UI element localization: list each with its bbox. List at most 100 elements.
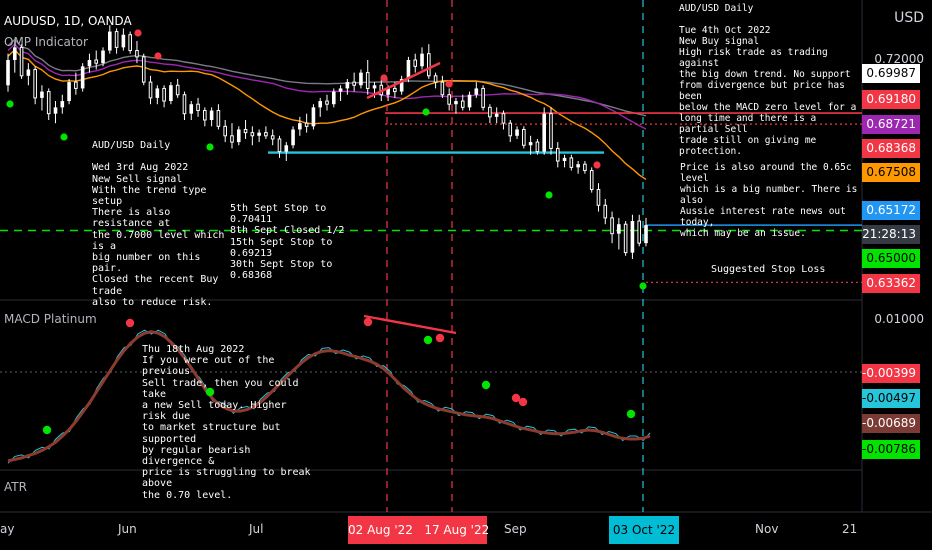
- price-label: 0.69180: [862, 90, 920, 109]
- candle-body-down: [216, 110, 221, 127]
- candle-body-up: [454, 101, 458, 105]
- price-label: 0.63362: [862, 274, 920, 293]
- candle-body-down: [141, 56, 146, 83]
- candle-body-down: [569, 157, 574, 168]
- candle-body-up: [257, 132, 261, 136]
- price-label: 0.65000: [862, 249, 920, 268]
- candle-body-up: [298, 123, 302, 130]
- candle-body-down: [508, 122, 513, 137]
- candle-body-down: [196, 103, 200, 112]
- x-label-may: ay: [0, 522, 15, 536]
- x-label-sep: Sep: [504, 522, 527, 536]
- candle-body-down: [325, 100, 329, 105]
- annotation-aug18-signal: Thu 18th Aug 2022 If you were out of the…: [142, 344, 311, 501]
- candle-body-up: [467, 94, 472, 108]
- candle-body-up: [169, 85, 173, 102]
- candle-body-up: [318, 101, 323, 108]
- candle-body-up: [108, 31, 112, 51]
- signal-dot: [154, 52, 162, 60]
- candle-body-down: [603, 204, 608, 219]
- candle-body-up: [6, 60, 10, 86]
- macd-signal-dot: [423, 335, 433, 345]
- candle-body-down: [413, 59, 418, 67]
- axis-tick-macd: 0.01000: [874, 312, 924, 326]
- candle-body-down: [277, 138, 282, 153]
- candle-body-down: [596, 188, 601, 206]
- candle-body-down: [447, 94, 451, 105]
- x-highlight-oct: 03 Oct '22: [609, 516, 679, 544]
- candle-body-down: [128, 34, 132, 52]
- candle-body-down: [440, 81, 445, 96]
- candle-body-down: [250, 132, 255, 137]
- macd-signal-dot: [363, 317, 373, 327]
- macd-signal-dot: [511, 393, 521, 403]
- candle-body-down: [365, 72, 370, 89]
- x-label-jul: Jul: [249, 522, 264, 536]
- candle-body-down: [501, 113, 506, 124]
- candle-body-up: [12, 47, 17, 60]
- signal-dot: [134, 29, 142, 37]
- candle-body-up: [576, 164, 580, 168]
- candle-body-down: [522, 128, 526, 146]
- annotation-aug3-signal: AUD/USD Daily Wed 3rd Aug 2022 New Sell …: [92, 140, 225, 308]
- candle-body-up: [101, 50, 105, 64]
- signal-dot: [445, 80, 453, 88]
- candle-body-up: [542, 113, 546, 152]
- candle-body-down: [433, 75, 438, 83]
- candle-body-down: [535, 141, 540, 153]
- candle-body-up: [399, 78, 404, 92]
- candle-body-up: [121, 34, 126, 48]
- price-label: 0.68721: [862, 115, 920, 134]
- candle-body-up: [311, 107, 316, 127]
- candle-body-up: [26, 69, 31, 76]
- candle-body-up: [617, 224, 621, 234]
- indicator-name: OMP Indicator: [4, 35, 88, 49]
- candle-body-down: [610, 217, 614, 235]
- signal-dot: [6, 100, 14, 108]
- candle-body-up: [644, 225, 648, 244]
- candle-body-down: [19, 46, 24, 77]
- candle-body-down: [589, 170, 594, 190]
- candle-body-down: [481, 87, 485, 108]
- candle-body-down: [555, 147, 560, 162]
- ma-orange: [7, 48, 647, 180]
- macd-signal-dot: [125, 318, 135, 328]
- annotation-suggested-stop: Suggested Stop Loss: [711, 264, 826, 275]
- candle-body-up: [474, 88, 479, 95]
- candle-body-up: [515, 129, 519, 136]
- candle-body-up: [189, 104, 194, 114]
- x-highlight-aug: 02 Aug '22 17 Aug '22: [348, 516, 489, 544]
- annotation-oct-signal: AUD/USD Daily Tue 4th Oct 2022 New Buy s…: [679, 3, 857, 157]
- candle-body-up: [236, 129, 241, 143]
- candle-body-down: [637, 220, 642, 244]
- macd-divergence-line: [363, 314, 457, 335]
- x-label-nov: Nov: [755, 522, 779, 536]
- candle-body-up: [345, 82, 350, 89]
- candle-body-up: [67, 82, 71, 102]
- candle-body-down: [352, 81, 356, 86]
- price-label: 0.65172: [862, 201, 920, 220]
- candle-body-down: [230, 135, 234, 143]
- candle-body-down: [427, 53, 431, 77]
- candle-body-down: [304, 122, 309, 127]
- candle-body-up: [40, 91, 44, 98]
- signal-dot: [639, 282, 647, 290]
- candle-body-down: [583, 163, 587, 172]
- macd-label: -0.00786: [862, 440, 920, 459]
- candle-body-up: [420, 53, 424, 67]
- candle-body-up: [359, 72, 363, 86]
- price-label: 0.69987: [862, 64, 920, 83]
- candle-body-up: [528, 142, 533, 146]
- candle-body-up: [60, 101, 65, 108]
- x-label-jun: Jun: [118, 522, 137, 536]
- candle-body-up: [209, 110, 214, 120]
- candle-body-down: [114, 31, 119, 48]
- symbol-title: AUDUSD, 1D, OANDA: [4, 14, 132, 28]
- macd-label: -0.00689: [862, 414, 920, 433]
- signal-dot: [60, 133, 68, 141]
- candle-body-down: [33, 68, 37, 99]
- candle-body-down: [623, 223, 628, 254]
- candle-body-up: [291, 129, 295, 146]
- macd-signal-dot: [205, 387, 215, 397]
- candle-body-down: [393, 87, 397, 93]
